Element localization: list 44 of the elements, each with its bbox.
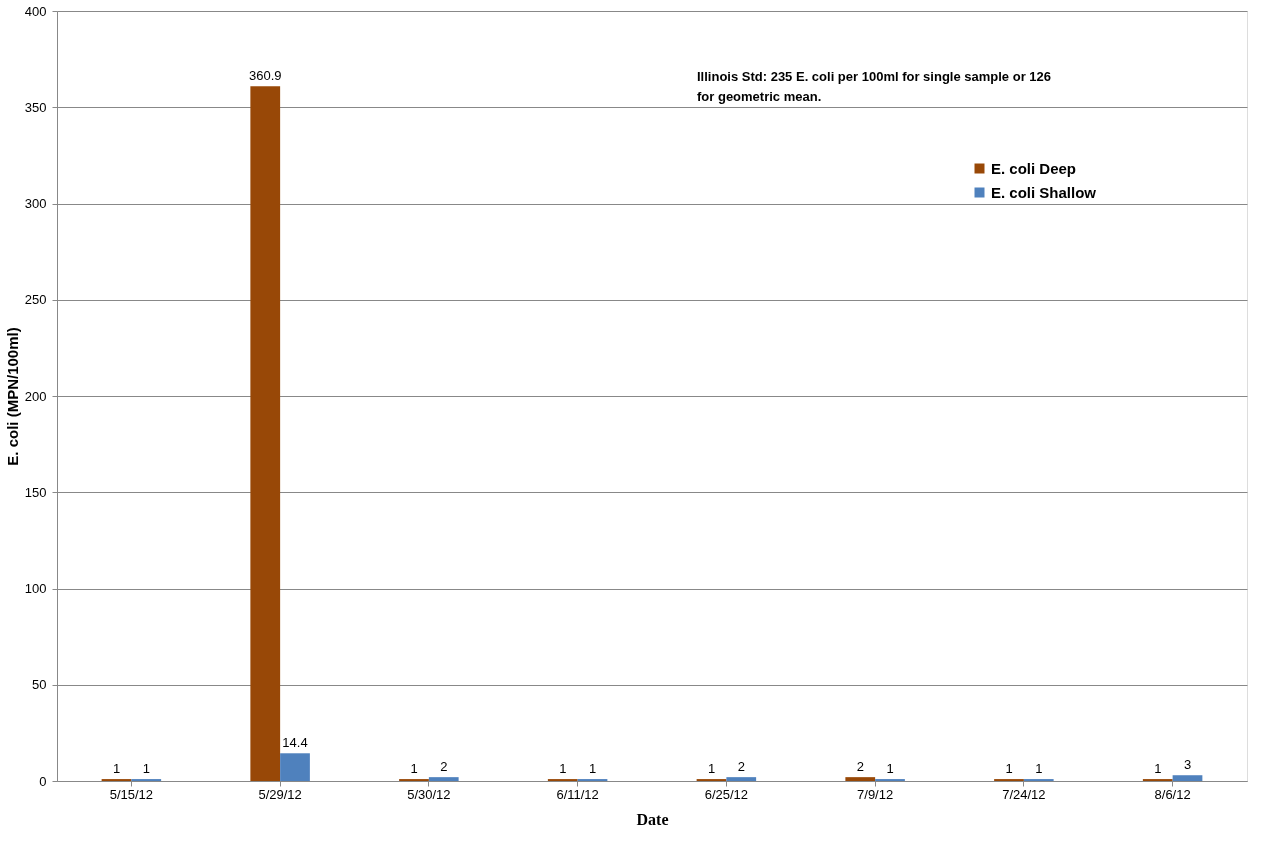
data-label: 2: [737, 759, 745, 775]
bar: [845, 777, 876, 781]
y-tick-label: 100: [24, 581, 47, 596]
x-tick-label: 7/24/12: [1002, 786, 1046, 802]
data-label: 1: [886, 761, 894, 777]
x-tick-label: 8/6/12: [1154, 786, 1191, 802]
x-tick-label: 5/30/12: [407, 786, 451, 802]
y-tick-label: 300: [24, 196, 47, 211]
annotation: Illinois Std: 235 E. coli per 100ml for single sample or 126 for geometric mean.: [697, 69, 1052, 104]
y-tick-label: 150: [24, 484, 47, 500]
y-axis-title: E. coli (MPN/100ml): [3, 327, 21, 466]
x-axis-title: Date: [636, 810, 669, 828]
data-label: 1: [588, 761, 597, 777]
data-label: 360.9: [248, 68, 282, 84]
y-tick-label: 250: [24, 292, 47, 308]
bar: [428, 777, 459, 781]
y-tick-label: 50: [32, 677, 47, 693]
bar: [1172, 775, 1203, 781]
y-tick-label: 200: [24, 388, 47, 404]
x-tick-label: 7/9/12: [857, 786, 894, 802]
data-label: 1: [1035, 761, 1043, 777]
bar: [280, 753, 310, 781]
legend-label: E. coli Shallow: [991, 183, 1097, 201]
y-tick-label: 400: [24, 3, 47, 19]
y-tick-label: 350: [24, 99, 47, 115]
data-label: 1: [1154, 761, 1162, 777]
y-tick-label: 0: [39, 773, 47, 789]
x-tick-label: 6/25/12: [704, 786, 749, 802]
legend-label: E. coli Deep: [991, 159, 1077, 177]
data-label: 1: [1005, 761, 1013, 777]
data-label: 1: [707, 761, 716, 777]
data-label: 1: [410, 761, 418, 777]
data-label: 2: [856, 759, 864, 775]
x-tick-label: 5/29/12: [258, 786, 302, 802]
x-tick-label: 5/15/12: [109, 786, 154, 802]
bar: [250, 86, 281, 781]
data-label: 14.4: [282, 735, 308, 751]
data-label: 2: [440, 759, 448, 775]
data-label: 3: [1183, 757, 1192, 773]
x-tick-label: 6/11/12: [556, 786, 599, 802]
data-label: 1: [559, 761, 567, 777]
data-label: 1: [112, 761, 121, 777]
data-label: 1: [142, 761, 150, 777]
bar: [726, 777, 757, 781]
